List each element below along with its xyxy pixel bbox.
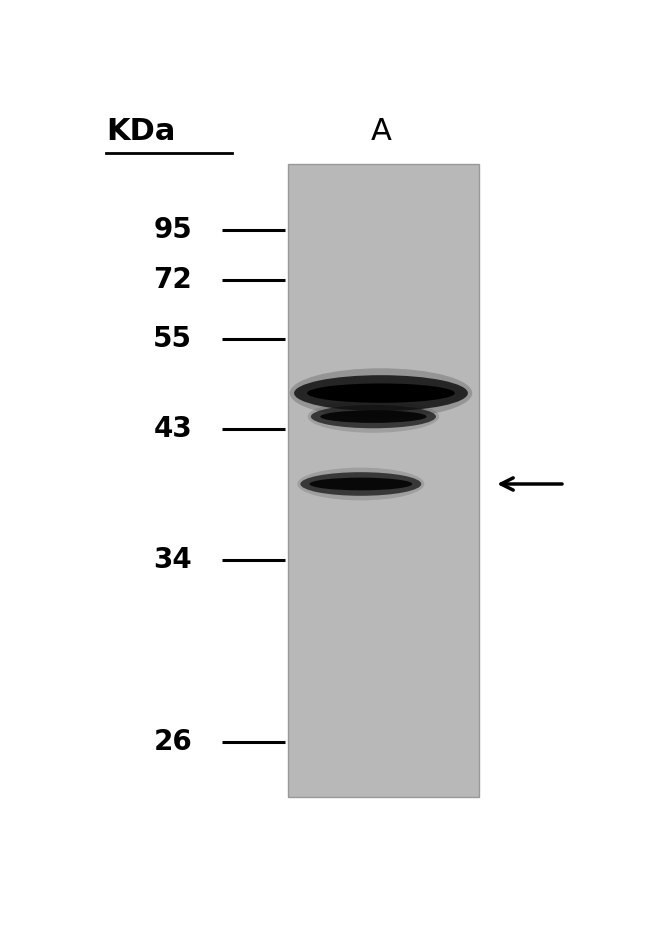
Text: A: A <box>370 117 391 146</box>
Ellipse shape <box>309 478 412 490</box>
Text: 43: 43 <box>153 415 192 444</box>
Text: 95: 95 <box>153 215 192 244</box>
Text: 55: 55 <box>153 325 192 353</box>
Text: KDa: KDa <box>107 117 176 146</box>
Ellipse shape <box>300 472 421 496</box>
Ellipse shape <box>307 383 455 403</box>
Ellipse shape <box>320 411 426 423</box>
Ellipse shape <box>294 375 468 411</box>
Ellipse shape <box>307 400 439 432</box>
Text: 26: 26 <box>153 728 192 756</box>
FancyBboxPatch shape <box>288 164 479 797</box>
Text: 34: 34 <box>153 547 192 574</box>
Ellipse shape <box>311 405 436 429</box>
Text: 72: 72 <box>153 266 192 295</box>
Ellipse shape <box>297 467 424 500</box>
Ellipse shape <box>290 368 472 418</box>
